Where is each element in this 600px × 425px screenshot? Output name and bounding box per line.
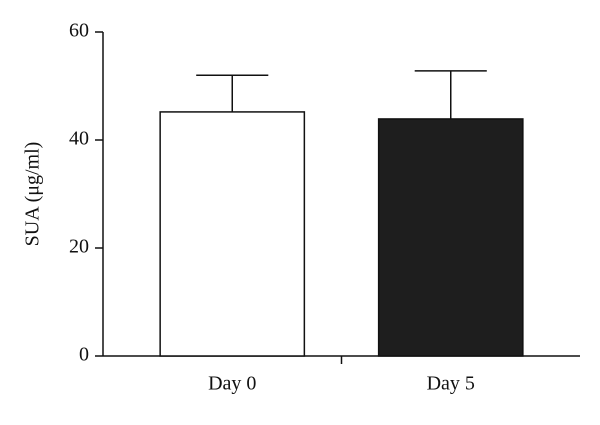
x-tick-label: Day 0 <box>208 373 256 395</box>
y-tick-label: 60 <box>69 20 89 42</box>
y-tick-label: 0 <box>79 344 89 366</box>
y-tick-label: 40 <box>69 128 89 150</box>
bar <box>377 118 524 357</box>
y-tick-label: 20 <box>69 236 89 258</box>
y-axis-label: SUA (μg/ml) <box>22 142 44 247</box>
bar <box>159 111 306 357</box>
x-tick-label: Day 5 <box>427 373 475 395</box>
